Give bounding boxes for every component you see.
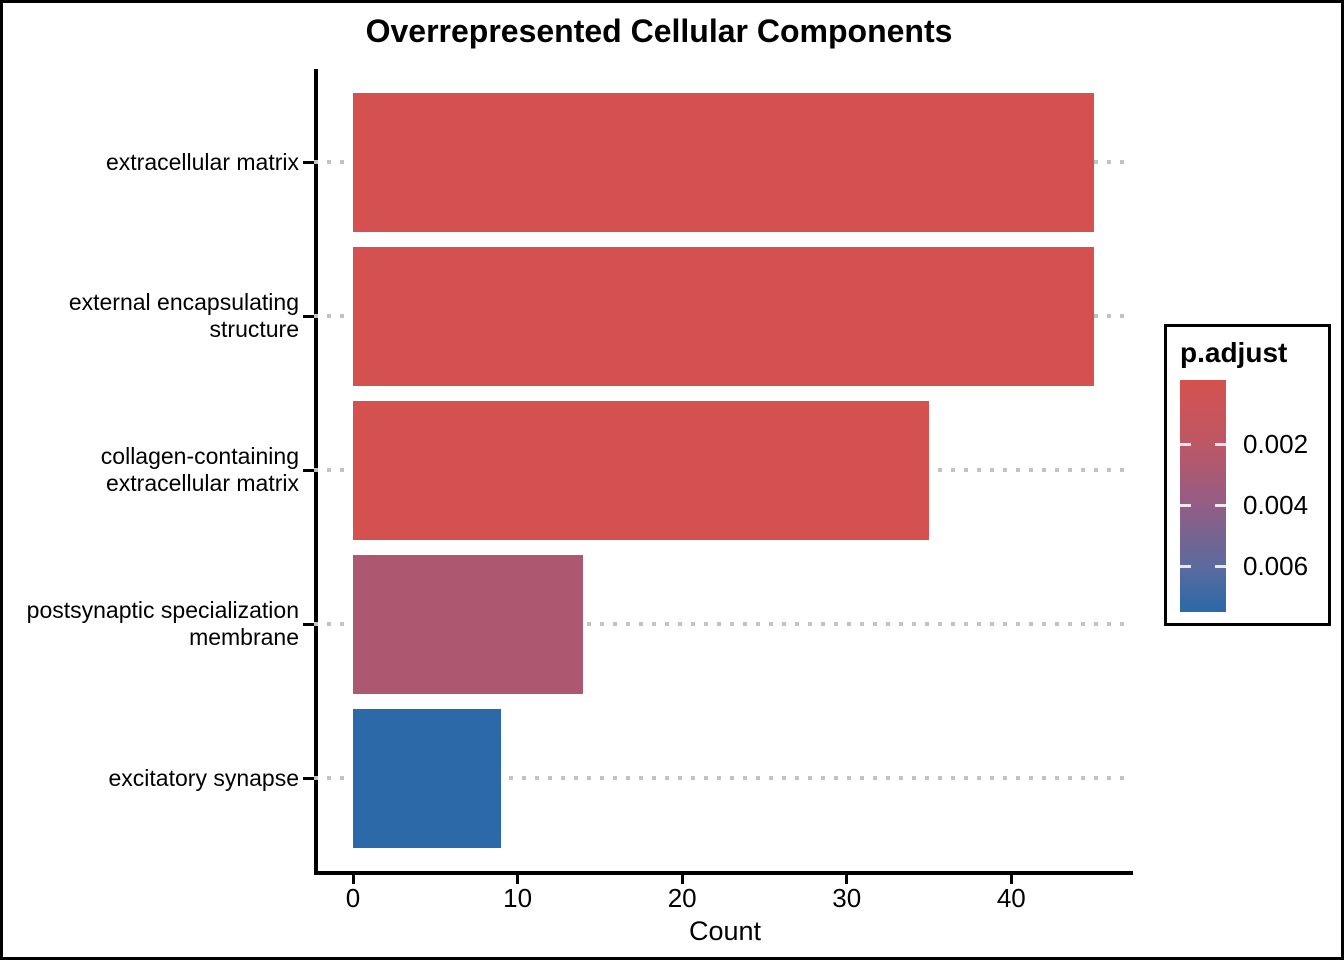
colorbar-tick-mark (1180, 504, 1191, 507)
colorbar-tick-mark (1180, 565, 1191, 568)
colorbar-tick-mark (1215, 565, 1226, 568)
x-tick-label: 10 (503, 883, 533, 913)
legend-colorbar-gradient (1180, 380, 1226, 612)
colorbar-tick-mark (1180, 443, 1191, 446)
x-tick-mark (516, 875, 520, 884)
y-axis-label: extracellular matrix (106, 148, 299, 175)
y-axis-label: external encapsulating structure (68, 289, 299, 342)
legend: p.adjust 0.002 0.004 0.006 (1164, 324, 1331, 626)
chart-title: Overrepresented Cellular Components (365, 13, 953, 49)
y-axis-label: excitatory synapse (108, 764, 299, 791)
y-tick-mark (303, 776, 314, 780)
x-tick-mark (680, 875, 684, 884)
bar (353, 554, 584, 694)
x-axis-title: Count (688, 916, 762, 946)
y-axis-line (314, 69, 318, 875)
category-gridline (314, 776, 1131, 780)
x-axis-line (314, 871, 1133, 875)
x-tick-label: 30 (832, 883, 862, 913)
x-tick-mark (1009, 875, 1013, 884)
legend-tick-label: 0.002 (1243, 429, 1309, 459)
category-gridline (314, 622, 1131, 626)
bar (353, 246, 1094, 386)
y-tick-mark (303, 160, 314, 164)
x-tick-label: 0 (345, 883, 361, 913)
legend-title: p.adjust (1180, 337, 1288, 368)
y-tick-mark (303, 468, 314, 472)
colorbar-tick-mark (1215, 443, 1226, 446)
colorbar-tick-mark (1215, 504, 1226, 507)
x-tick-label: 40 (996, 883, 1026, 913)
x-tick-mark (351, 875, 355, 884)
x-tick-label: 20 (667, 883, 697, 913)
bar (353, 92, 1094, 232)
y-tick-mark (303, 314, 314, 318)
x-tick-mark (845, 875, 849, 884)
legend-tick-label: 0.004 (1243, 490, 1309, 520)
y-tick-mark (303, 622, 314, 626)
bar (353, 400, 930, 540)
legend-tick-label: 0.006 (1243, 551, 1309, 581)
y-axis-label: postsynaptic specialization membrane (26, 597, 299, 650)
bar (353, 708, 502, 848)
y-axis-label: collagen-containing extracellular matrix (100, 443, 299, 496)
